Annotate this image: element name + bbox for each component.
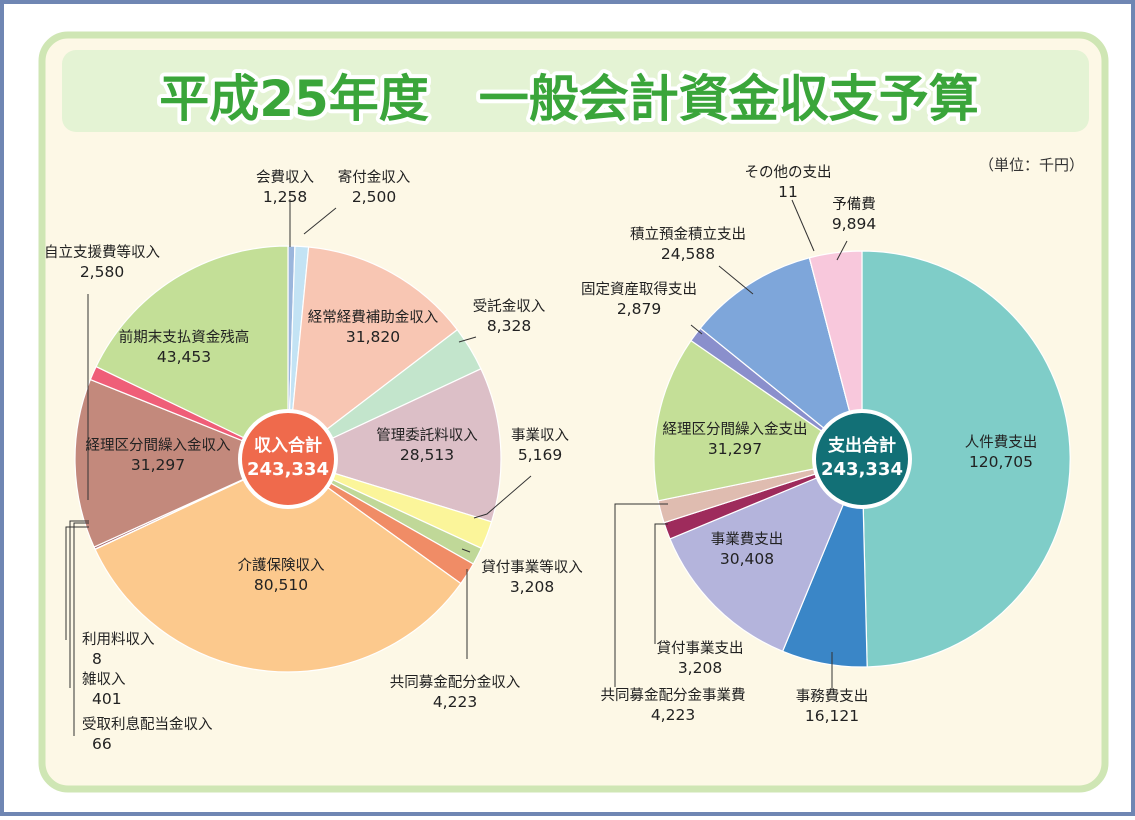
income-slice-value-8: 80,510 bbox=[254, 576, 308, 594]
expense-slice-value-1: 16,121 bbox=[805, 707, 859, 725]
income-leader-line-10 bbox=[69, 520, 89, 688]
income-slice-label-6: 貸付事業等収入 bbox=[481, 558, 583, 576]
income-total-disc bbox=[238, 409, 338, 509]
income-slice-2 bbox=[287, 246, 459, 461]
income-slice-label-14: 前期末支払資金残高 bbox=[119, 329, 250, 346]
income-leader-line-1 bbox=[303, 207, 337, 235]
expense-slice-value-5: 31,297 bbox=[708, 440, 762, 458]
income-slice-label-3: 受託金収入 bbox=[473, 298, 546, 315]
expense-slice-label-5: 経理区分間繰入金支出 bbox=[663, 421, 808, 438]
expense-pie-chart: 人件費支出 120,705 事務費支出 16,121 事業費支出 30,408 貸付事業支出… bbox=[581, 164, 1071, 725]
income-slice-value-12: 31,297 bbox=[131, 456, 185, 474]
title-bar bbox=[62, 50, 1089, 132]
income-slice-value-2: 31,820 bbox=[346, 328, 400, 346]
income-labels: 会費収入 1,258 寄付金収入 2,500 経常経費補助金収入 31,820 受託金収入 8… bbox=[44, 168, 583, 753]
expense-slice-label-4: 共同募金配分金事業費 bbox=[601, 687, 746, 704]
income-slice-4 bbox=[286, 368, 502, 523]
income-slice-12 bbox=[74, 378, 290, 548]
income-slice-label-13: 自立支援費等収入 bbox=[44, 243, 160, 261]
budget-figure: 平成25年度 一般会計資金収支予算 （単位：千円） 会費収入 1,258 寄付金収入… bbox=[38, 31, 1109, 793]
expense-slice-value-6: 2,879 bbox=[617, 300, 661, 318]
income-slice-label-10: 雑収入 bbox=[82, 671, 126, 688]
expense-slice-9 bbox=[808, 250, 863, 460]
expense-slice-label-0: 人件費支出 bbox=[965, 434, 1038, 451]
income-slice-label-2: 経常経費補助金収入 bbox=[308, 309, 439, 326]
income-leader-line-9 bbox=[73, 522, 89, 736]
expense-slice-value-9: 9,894 bbox=[832, 215, 876, 233]
income-slice-value-4: 28,513 bbox=[400, 446, 454, 464]
expense-slice-value-2: 30,408 bbox=[720, 550, 774, 568]
income-slice-14 bbox=[95, 245, 289, 460]
income-leader-line-11 bbox=[65, 526, 89, 640]
expense-leader-line-7 bbox=[718, 265, 754, 295]
income-slice-value-5: 5,169 bbox=[518, 446, 562, 464]
income-slice-label-11: 利用料収入 bbox=[82, 631, 155, 648]
expense-slice-label-6: 固定資産取得支出 bbox=[581, 281, 697, 298]
expense-labels: 人件費支出 120,705 事務費支出 16,121 事業費支出 30,408 貸付事業支出… bbox=[581, 164, 1037, 725]
income-slice-label-1: 寄付金収入 bbox=[338, 168, 411, 186]
income-slice-value-13: 2,580 bbox=[80, 263, 124, 281]
income-slice-label-8: 介護保険収入 bbox=[238, 557, 325, 574]
expense-leader-line-3 bbox=[654, 523, 668, 644]
income-slice-value-11: 8 bbox=[92, 650, 102, 668]
income-slice-label-4: 管理委託料収入 bbox=[376, 427, 478, 444]
expense-leader-line-6 bbox=[690, 324, 703, 335]
expense-slice-label-9: 予備費 bbox=[832, 196, 876, 213]
expense-slice-value-8: 11 bbox=[778, 183, 798, 201]
income-slice-value-14: 43,453 bbox=[157, 348, 211, 366]
income-leader-line-3 bbox=[458, 336, 477, 343]
expense-total-value: 243,334 bbox=[821, 459, 903, 480]
expense-slice-0 bbox=[861, 250, 1071, 668]
expense-total-disc bbox=[812, 409, 912, 509]
income-slice-value-0: 1,258 bbox=[263, 188, 307, 206]
income-leader-line-5 bbox=[473, 475, 532, 519]
expense-slice-label-1: 事務費支出 bbox=[796, 688, 869, 705]
expense-slice-label-3: 貸付事業支出 bbox=[657, 640, 744, 657]
income-total-label: 収入合計 bbox=[254, 435, 322, 456]
expense-slice-7 bbox=[699, 257, 864, 461]
expense-slice-value-4: 4,223 bbox=[651, 706, 695, 724]
expense-leader-line-8 bbox=[791, 199, 815, 252]
income-slice-8 bbox=[94, 458, 462, 673]
income-slice-label-12: 経理区分間繰入金収入 bbox=[86, 437, 231, 454]
income-slice-value-3: 8,328 bbox=[487, 317, 531, 335]
expense-slice-5 bbox=[653, 339, 864, 502]
expense-leader-line-4 bbox=[614, 503, 668, 687]
income-slice-value-6: 3,208 bbox=[510, 578, 554, 596]
page-title: 平成25年度 一般会計資金収支予算 bbox=[159, 70, 979, 128]
income-slice-value-9: 66 bbox=[92, 735, 112, 753]
income-slice-label-0: 会費収入 bbox=[256, 169, 314, 186]
expense-slice-value-0: 120,705 bbox=[969, 453, 1033, 471]
expense-slice-label-8: その他の支出 bbox=[745, 164, 832, 181]
expense-slice-2 bbox=[669, 457, 864, 653]
income-total-value: 243,334 bbox=[247, 459, 329, 480]
income-slice-label-9: 受取利息配当金収入 bbox=[82, 716, 213, 733]
income-slice-value-10: 401 bbox=[92, 690, 122, 708]
expense-slice-value-3: 3,208 bbox=[678, 659, 722, 677]
expense-total-label: 支出合計 bbox=[828, 435, 896, 456]
income-slice-label-5: 事業収入 bbox=[511, 427, 569, 444]
expense-leader-line-9 bbox=[836, 240, 848, 261]
income-slice-value-7: 4,223 bbox=[433, 693, 477, 711]
income-pie-chart: 会費収入 1,258 寄付金収入 2,500 経常経費補助金収入 31,820 受託金収入 8… bbox=[44, 168, 583, 753]
expense-slice-label-7: 積立預金積立支出 bbox=[630, 226, 746, 243]
income-slice-label-7: 共同募金配分金収入 bbox=[390, 674, 521, 691]
income-slice-value-1: 2,500 bbox=[352, 188, 396, 206]
expense-slice-value-7: 24,588 bbox=[661, 245, 715, 263]
unit-label: （単位：千円） bbox=[979, 156, 1084, 174]
expense-slice-label-2: 事業費支出 bbox=[711, 531, 784, 548]
income-leader-line-6 bbox=[461, 548, 471, 553]
